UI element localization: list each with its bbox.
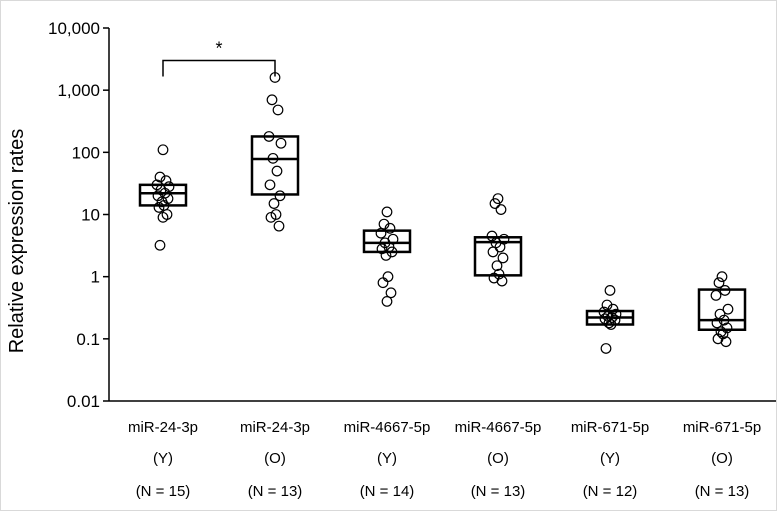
data-point xyxy=(381,296,393,307)
x-label-group: (Y) xyxy=(377,450,397,467)
x-label-n: (N = 15) xyxy=(136,483,191,500)
data-point xyxy=(157,144,169,156)
data-point xyxy=(264,179,276,191)
data-point xyxy=(157,211,169,223)
data-point xyxy=(267,152,279,164)
x-label-n: (N = 13) xyxy=(695,483,750,500)
significance-star: * xyxy=(215,39,222,59)
data-point xyxy=(721,322,733,334)
data-point xyxy=(385,287,397,299)
y-tick-label: 100 xyxy=(72,143,100,162)
data-point xyxy=(600,343,612,354)
data-point xyxy=(274,190,286,202)
x-label-name: miR-671-5p xyxy=(683,419,761,436)
data-point xyxy=(710,289,722,301)
data-point xyxy=(375,227,387,239)
y-axis-title: Relative expression rates xyxy=(6,129,28,354)
data-point xyxy=(491,260,503,272)
data-point xyxy=(606,312,618,323)
data-point xyxy=(271,165,283,177)
data-point xyxy=(273,220,285,232)
data-point xyxy=(272,104,284,116)
data-point xyxy=(153,202,165,213)
data-point xyxy=(715,326,727,338)
y-tick-label: 10,000 xyxy=(48,19,100,38)
x-label-group: (O) xyxy=(264,450,286,467)
x-label-name: miR-4667-5p xyxy=(455,419,542,436)
y-tick-label: 1,000 xyxy=(57,81,100,100)
data-point xyxy=(719,285,731,296)
data-point xyxy=(496,275,508,287)
data-point xyxy=(605,319,617,330)
data-point xyxy=(713,277,725,289)
significance-annotation: * xyxy=(162,39,276,77)
y-tick-label: 0.1 xyxy=(76,330,100,349)
x-label-name: miR-24-3p xyxy=(240,419,310,436)
data-point xyxy=(487,246,499,258)
data-point xyxy=(604,285,616,296)
x-label-name: miR-24-3p xyxy=(128,419,198,436)
data-point xyxy=(160,175,172,187)
x-label-name: miR-4667-5p xyxy=(344,419,431,436)
x-label-n: (N = 14) xyxy=(360,483,415,500)
data-point xyxy=(266,94,278,106)
x-category-labels: miR-24-3p (Y) (N = 15) miR-24-3p (O) (N = 13)… xyxy=(128,419,761,500)
boxes xyxy=(138,135,747,331)
x-label-group: (O) xyxy=(487,450,509,467)
x-label-name: miR-671-5p xyxy=(571,419,649,436)
data-point xyxy=(380,249,392,261)
data-point xyxy=(152,190,164,202)
data-point xyxy=(382,271,394,283)
data-point xyxy=(268,198,280,209)
x-label-group: (Y) xyxy=(600,450,620,467)
data-points xyxy=(151,72,734,354)
data-point xyxy=(711,317,723,329)
data-point xyxy=(154,239,166,251)
x-label-n: (N = 13) xyxy=(471,483,526,500)
x-label-group: (Y) xyxy=(153,450,173,467)
significance-bracket xyxy=(162,59,276,77)
data-point xyxy=(265,211,277,223)
y-tick-label: 0.01 xyxy=(67,392,100,411)
data-point xyxy=(377,277,389,289)
y-tick-label: 1 xyxy=(91,268,100,287)
data-point xyxy=(386,246,398,258)
y-axis-title-group: Relative expression rates xyxy=(6,129,28,354)
data-point xyxy=(495,204,507,215)
data-point xyxy=(722,303,734,315)
data-point xyxy=(275,137,287,149)
x-label-group: (O) xyxy=(711,450,733,467)
x-label-n: (N = 12) xyxy=(583,483,638,500)
data-point xyxy=(603,317,615,329)
data-point xyxy=(716,271,728,283)
x-label-n: (N = 13) xyxy=(248,483,303,500)
data-point xyxy=(497,252,509,264)
data-point xyxy=(263,131,275,142)
y-tick-label: 10 xyxy=(81,206,100,225)
data-point xyxy=(489,198,501,209)
data-point xyxy=(384,222,396,234)
data-point xyxy=(381,206,393,218)
data-point xyxy=(720,336,732,348)
y-axis: 0.01 0.1 1 10 100 1,000 10,000 xyxy=(48,19,776,411)
